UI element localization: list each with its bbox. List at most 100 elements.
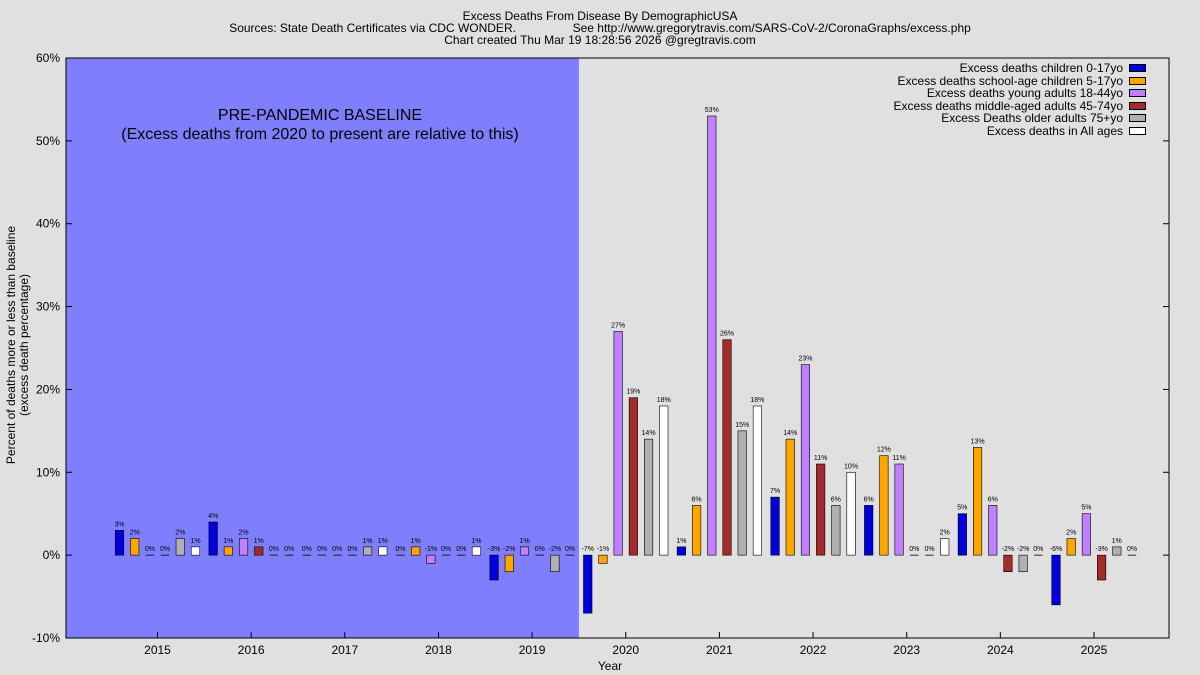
legend-label: Excess Deaths older adults 75+yo: [941, 111, 1123, 126]
bar: [831, 505, 841, 556]
data-label: 12%: [877, 447, 891, 454]
bar: [785, 438, 795, 556]
bar: [659, 405, 669, 556]
data-label: -6%: [1050, 546, 1062, 553]
data-label: 0%: [1033, 546, 1043, 553]
data-label: 14%: [642, 430, 656, 437]
y-tick-label: 60%: [36, 51, 60, 65]
data-label: 6%: [864, 496, 874, 503]
bar: [676, 546, 686, 556]
chart-header: Excess Deaths From Disease By Demographi…: [0, 10, 1200, 46]
data-label: -2%: [1002, 546, 1014, 553]
bar: [643, 438, 654, 556]
data-label: 0%: [302, 546, 312, 553]
data-label: 19%: [626, 389, 640, 396]
data-label: 4%: [208, 513, 218, 520]
x-tick-label: 2023: [893, 643, 920, 657]
data-label: 14%: [783, 430, 797, 437]
data-label: 2%: [1066, 530, 1076, 537]
legend-entry: Excess deaths young adults 18-44yo: [894, 87, 1146, 100]
data-label: 5%: [957, 505, 967, 512]
baseline-annotation-title: PRE-PANDEMIC BASELINE: [217, 107, 423, 124]
data-label: 2%: [940, 530, 950, 537]
bar: [190, 546, 201, 556]
data-label: 1%: [411, 538, 421, 545]
data-label: -3%: [488, 546, 500, 553]
data-label: 23%: [798, 356, 812, 363]
y-tick-label: 10%: [36, 465, 60, 479]
data-label: 0%: [284, 546, 294, 553]
bar: [471, 546, 482, 556]
data-label: 1%: [471, 538, 481, 545]
data-label: 1%: [223, 538, 233, 545]
bar: [752, 405, 762, 556]
bar: [550, 554, 560, 573]
bar: [692, 505, 702, 556]
bar: [707, 115, 717, 556]
legend-label: Excess deaths young adults 18-44yo: [926, 86, 1123, 101]
data-label: 1%: [676, 538, 686, 545]
data-label: 15%: [735, 422, 749, 429]
bar: [208, 521, 218, 556]
data-label: 18%: [657, 397, 671, 404]
data-label: 3%: [114, 521, 124, 528]
y-tick-label: 40%: [36, 217, 60, 231]
bar: [1081, 513, 1091, 556]
data-label: 11%: [814, 455, 828, 462]
data-label: 0%: [909, 546, 919, 553]
data-label: -1%: [425, 546, 437, 553]
baseline-annotation-subtitle: (Excess deaths from 2020 to present are …: [121, 126, 519, 143]
bar: [426, 554, 436, 564]
data-label: -2%: [1017, 546, 1029, 553]
y-tick-label: 50%: [36, 134, 60, 148]
data-label: 0%: [535, 546, 545, 553]
bar: [363, 546, 373, 556]
data-label: 1%: [378, 538, 388, 545]
bar: [1066, 538, 1076, 556]
legend-entry: Excess deaths children 0-17yo: [894, 62, 1146, 75]
x-tick-label: 2022: [800, 643, 827, 657]
baseline-region: [66, 58, 579, 638]
data-label: 0%: [347, 546, 357, 553]
data-label: -1%: [597, 546, 609, 553]
data-label: -2%: [503, 546, 515, 553]
legend-swatch: [1129, 64, 1146, 73]
bar: [519, 546, 530, 556]
legend-label: Excess deaths in All ages: [986, 123, 1123, 138]
legend-entry: Excess deaths middle-aged adults 45-74yo: [894, 100, 1146, 113]
data-label: 10%: [844, 463, 858, 470]
data-label: 0%: [565, 546, 575, 553]
bar: [1018, 554, 1028, 573]
legend-entry: Excess deaths school-age children 5-17yo: [894, 75, 1146, 88]
data-label: 0%: [269, 546, 279, 553]
bar: [770, 496, 780, 556]
data-label: 26%: [720, 331, 734, 338]
data-label: 11%: [892, 455, 906, 462]
legend-label: Excess deaths middle-aged adults 45-74yo: [893, 98, 1123, 113]
data-label: 0%: [332, 546, 342, 553]
y-tick-label: 0%: [43, 548, 61, 562]
data-label: 7%: [770, 488, 780, 495]
data-label: 0%: [924, 546, 934, 553]
legend: Excess deaths children 0-17yo Excess dea…: [894, 62, 1146, 137]
bar: [378, 546, 388, 556]
data-label: 1%: [363, 538, 373, 545]
bar: [628, 397, 638, 556]
data-label: 0%: [456, 546, 466, 553]
bar: [879, 455, 889, 556]
bar: [722, 339, 732, 556]
bar: [1112, 546, 1122, 556]
x-tick-label: 2018: [425, 643, 452, 657]
data-label: 2%: [238, 530, 248, 537]
legend-swatch: [1129, 114, 1146, 123]
bar: [737, 430, 747, 556]
data-label: 0%: [160, 546, 170, 553]
data-label: -2%: [549, 546, 561, 553]
data-label: 0%: [317, 546, 327, 553]
y-tick-label: 30%: [36, 300, 60, 314]
data-label: 5%: [1081, 505, 1091, 512]
data-label: 1%: [190, 538, 200, 545]
y-axis-label-line2: (excess death percentage): [17, 273, 31, 417]
y-tick-label: -10%: [32, 631, 60, 645]
